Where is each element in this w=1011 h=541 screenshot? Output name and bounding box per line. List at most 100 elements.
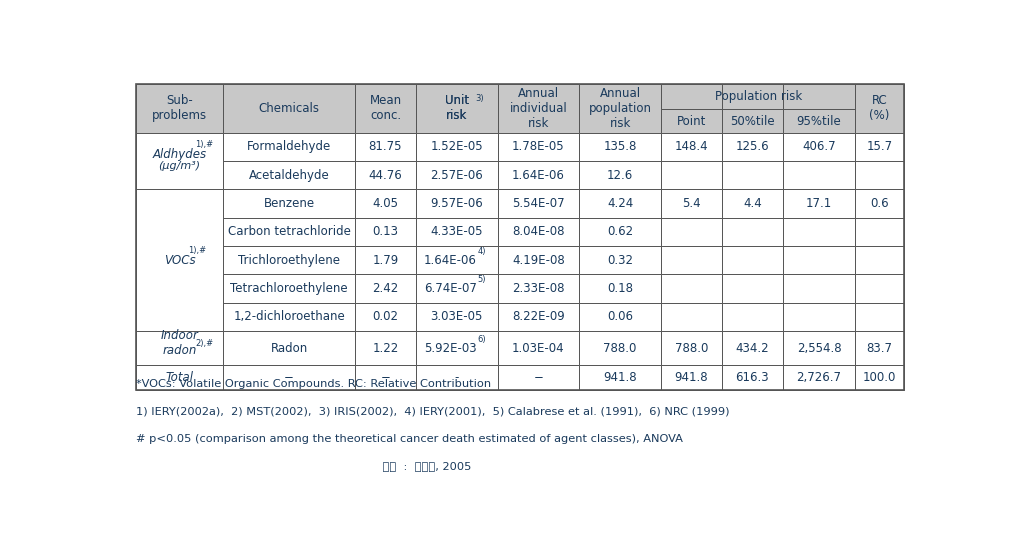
Text: 2,554.8: 2,554.8 <box>797 342 841 355</box>
Bar <box>355 274 416 303</box>
Text: Chemicals: Chemicals <box>259 102 319 115</box>
Bar <box>223 274 355 303</box>
Bar <box>722 365 783 390</box>
Bar <box>135 133 223 189</box>
Text: 50%tile: 50%tile <box>730 115 774 128</box>
Bar <box>661 303 722 331</box>
Text: Radon: Radon <box>271 342 307 355</box>
Bar <box>579 331 661 365</box>
Bar <box>355 303 416 331</box>
Bar <box>661 331 722 365</box>
Bar <box>355 218 416 246</box>
Bar <box>855 133 904 161</box>
Text: 15.7: 15.7 <box>866 141 893 154</box>
Bar <box>223 133 355 161</box>
Text: 0.62: 0.62 <box>607 226 633 239</box>
Bar <box>783 331 855 365</box>
Bar <box>355 331 416 365</box>
Text: 4.05: 4.05 <box>372 197 398 210</box>
Bar <box>355 133 416 161</box>
Text: 4.4: 4.4 <box>743 197 761 210</box>
Text: Acetaldehyde: Acetaldehyde <box>249 169 330 182</box>
Text: 1),#: 1),# <box>188 246 206 255</box>
Bar <box>223 218 355 246</box>
Text: 1) IERY(2002a),  2) MST(2002),  3) IRIS(2002),  4) IERY(2001),  5) Calabrese et : 1) IERY(2002a), 2) MST(2002), 3) IRIS(20… <box>135 406 729 417</box>
Bar <box>855 189 904 218</box>
Bar <box>722 331 783 365</box>
Bar <box>416 218 497 246</box>
Bar <box>722 133 783 161</box>
Bar <box>416 161 497 189</box>
Bar <box>497 246 579 274</box>
Bar <box>223 246 355 274</box>
Bar <box>855 246 904 274</box>
Bar <box>416 365 497 390</box>
Bar <box>223 331 355 365</box>
Bar <box>223 189 355 218</box>
Bar <box>355 365 416 390</box>
Bar <box>722 161 783 189</box>
Text: *VOCs: Volatile Organic Compounds. RC: Relative Contribution: *VOCs: Volatile Organic Compounds. RC: R… <box>135 379 491 390</box>
Bar <box>579 365 661 390</box>
Text: 9.57E-06: 9.57E-06 <box>431 197 483 210</box>
Bar <box>722 218 783 246</box>
Text: Mean
conc.: Mean conc. <box>369 94 401 122</box>
Bar <box>416 133 497 161</box>
Bar <box>497 365 579 390</box>
Text: 788.0: 788.0 <box>674 342 708 355</box>
Text: VOCs: VOCs <box>164 254 195 267</box>
Bar <box>497 331 579 365</box>
Bar <box>223 303 355 331</box>
Bar <box>497 189 579 218</box>
Text: 941.8: 941.8 <box>674 371 709 384</box>
Bar <box>661 189 722 218</box>
Bar <box>355 84 416 133</box>
Text: −: − <box>380 371 390 384</box>
Bar <box>783 365 855 390</box>
Text: (μg/m³): (μg/m³) <box>159 161 200 171</box>
Text: Sub-
problems: Sub- problems <box>152 94 207 122</box>
Bar <box>855 331 904 365</box>
Text: 1.64E-06: 1.64E-06 <box>512 169 565 182</box>
Bar <box>722 109 783 133</box>
Text: RC
(%): RC (%) <box>869 94 890 122</box>
Bar <box>855 161 904 189</box>
Bar <box>579 189 661 218</box>
Text: 5): 5) <box>477 275 486 285</box>
Bar <box>223 161 355 189</box>
Text: Benzene: Benzene <box>264 197 314 210</box>
Text: 1.79: 1.79 <box>372 254 398 267</box>
Text: Carbon tetrachloride: Carbon tetrachloride <box>227 226 351 239</box>
Bar <box>722 84 783 109</box>
Text: 1),#: 1),# <box>195 140 213 149</box>
Text: 1.03E-04: 1.03E-04 <box>513 342 565 355</box>
Text: # p<0.05 (comparison among the theoretical cancer death estimated of agent class: # p<0.05 (comparison among the theoretic… <box>135 433 682 444</box>
Text: 6.74E-07: 6.74E-07 <box>424 282 477 295</box>
Text: 2),#: 2),# <box>195 339 213 348</box>
Text: 12.6: 12.6 <box>607 169 633 182</box>
Text: 4.33E-05: 4.33E-05 <box>431 226 483 239</box>
Bar <box>135 84 223 133</box>
Text: 0.6: 0.6 <box>870 197 889 210</box>
Text: 5.54E-07: 5.54E-07 <box>513 197 565 210</box>
Text: 3): 3) <box>475 94 484 103</box>
Text: 4): 4) <box>477 247 486 256</box>
Text: 406.7: 406.7 <box>802 141 836 154</box>
Bar <box>722 274 783 303</box>
Text: Aldhydes: Aldhydes <box>153 148 206 161</box>
Bar <box>783 218 855 246</box>
Bar <box>783 161 855 189</box>
Bar <box>855 84 904 133</box>
Text: 5.92E-03: 5.92E-03 <box>425 342 477 355</box>
Text: 1.52E-05: 1.52E-05 <box>431 141 483 154</box>
Text: 941.8: 941.8 <box>604 371 637 384</box>
Bar <box>579 218 661 246</box>
Bar <box>722 303 783 331</box>
Text: 2,726.7: 2,726.7 <box>797 371 841 384</box>
Text: 8.22E-09: 8.22E-09 <box>513 311 565 324</box>
Text: 8.04E-08: 8.04E-08 <box>513 226 565 239</box>
Bar <box>722 189 783 218</box>
Bar <box>135 84 904 390</box>
Bar <box>783 274 855 303</box>
Text: 125.6: 125.6 <box>735 141 769 154</box>
